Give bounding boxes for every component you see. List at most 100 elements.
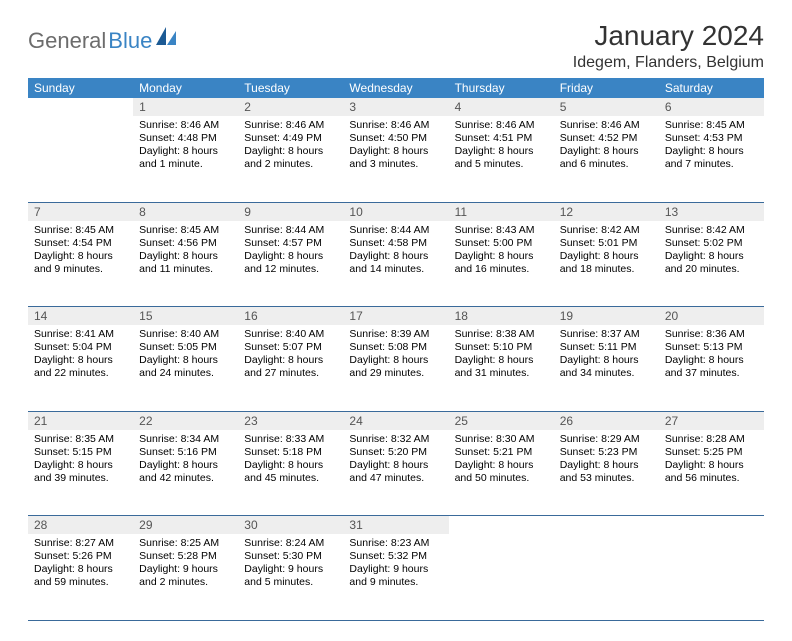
day-cell: Sunrise: 8:44 AMSunset: 4:58 PMDaylight:… xyxy=(343,221,448,307)
daylight-line: Daylight: 8 hours xyxy=(244,459,337,472)
day-cell-content: Sunrise: 8:40 AMSunset: 5:05 PMDaylight:… xyxy=(133,325,238,387)
calendar-page: General Blue January 2024 Idegem, Flande… xyxy=(0,0,792,641)
sunrise-line: Sunrise: 8:44 AM xyxy=(244,224,337,237)
day-cell-content: Sunrise: 8:36 AMSunset: 5:13 PMDaylight:… xyxy=(659,325,764,387)
day-number-cell: 18 xyxy=(449,307,554,326)
daylight-line: Daylight: 8 hours xyxy=(665,145,758,158)
sunset-line: Sunset: 5:07 PM xyxy=(244,341,337,354)
week-row: Sunrise: 8:45 AMSunset: 4:54 PMDaylight:… xyxy=(28,221,764,307)
day-cell: Sunrise: 8:40 AMSunset: 5:05 PMDaylight:… xyxy=(133,325,238,411)
sunrise-line: Sunrise: 8:33 AM xyxy=(244,433,337,446)
daynum-row: 28293031 xyxy=(28,516,764,535)
sunrise-line: Sunrise: 8:37 AM xyxy=(560,328,653,341)
day-number-cell: 29 xyxy=(133,516,238,535)
daylight-line: and 20 minutes. xyxy=(665,263,758,276)
day-number-cell: 31 xyxy=(343,516,448,535)
day-cell-content: Sunrise: 8:46 AMSunset: 4:49 PMDaylight:… xyxy=(238,116,343,178)
sunrise-line: Sunrise: 8:39 AM xyxy=(349,328,442,341)
day-cell: Sunrise: 8:41 AMSunset: 5:04 PMDaylight:… xyxy=(28,325,133,411)
sunrise-line: Sunrise: 8:29 AM xyxy=(560,433,653,446)
sunrise-line: Sunrise: 8:24 AM xyxy=(244,537,337,550)
sunrise-line: Sunrise: 8:45 AM xyxy=(34,224,127,237)
sunrise-line: Sunrise: 8:38 AM xyxy=(455,328,548,341)
day-number-cell: 9 xyxy=(238,202,343,221)
day-cell-content: Sunrise: 8:39 AMSunset: 5:08 PMDaylight:… xyxy=(343,325,448,387)
daylight-line: and 14 minutes. xyxy=(349,263,442,276)
sunrise-line: Sunrise: 8:44 AM xyxy=(349,224,442,237)
day-number-cell: 6 xyxy=(659,98,764,116)
day-cell-content: Sunrise: 8:44 AMSunset: 4:57 PMDaylight:… xyxy=(238,221,343,283)
daylight-line: and 50 minutes. xyxy=(455,472,548,485)
day-cell-content: Sunrise: 8:37 AMSunset: 5:11 PMDaylight:… xyxy=(554,325,659,387)
day-cell xyxy=(28,116,133,202)
sunrise-line: Sunrise: 8:27 AM xyxy=(34,537,127,550)
daylight-line: and 11 minutes. xyxy=(139,263,232,276)
day-cell: Sunrise: 8:37 AMSunset: 5:11 PMDaylight:… xyxy=(554,325,659,411)
week-row: Sunrise: 8:35 AMSunset: 5:15 PM Daylight:… xyxy=(28,430,764,516)
sunset-line: Sunset: 5:08 PM xyxy=(349,341,442,354)
day-number-cell: 13 xyxy=(659,202,764,221)
day-cell-content: Sunrise: 8:44 AMSunset: 4:58 PMDaylight:… xyxy=(343,221,448,283)
day-number-cell: 25 xyxy=(449,411,554,430)
day-cell xyxy=(554,534,659,620)
day-cell: Sunrise: 8:34 AMSunset: 5:16 PMDaylight:… xyxy=(133,430,238,516)
daylight-line: Daylight: 8 hours xyxy=(560,459,653,472)
daylight-line: Daylight: 8 hours xyxy=(560,250,653,263)
sunrise-line: Sunrise: 8:36 AM xyxy=(665,328,758,341)
daynum-row: 14151617181920 xyxy=(28,307,764,326)
daylight-line: and 31 minutes. xyxy=(455,367,548,380)
day-number-cell: 2 xyxy=(238,98,343,116)
day-cell: Sunrise: 8:46 AMSunset: 4:49 PMDaylight:… xyxy=(238,116,343,202)
day-cell: Sunrise: 8:42 AMSunset: 5:01 PMDaylight:… xyxy=(554,221,659,307)
daylight-line: Daylight: 8 hours xyxy=(455,354,548,367)
logo-sail-icon xyxy=(156,27,178,52)
day-number-cell: 22 xyxy=(133,411,238,430)
sunset-line: Sunset: 5:11 PM xyxy=(560,341,653,354)
day-cell: Sunrise: 8:46 AMSunset: 4:50 PMDaylight:… xyxy=(343,116,448,202)
sunrise-line: Sunrise: 8:46 AM xyxy=(244,119,337,132)
day-cell-content: Sunrise: 8:46 AMSunset: 4:51 PMDaylight:… xyxy=(449,116,554,178)
sunset-line: Sunset: 5:15 PM xyxy=(34,446,127,459)
day-number-cell: 14 xyxy=(28,307,133,326)
daylight-line: and 9 minutes. xyxy=(349,576,442,589)
daylight-line: and 53 minutes. xyxy=(560,472,653,485)
day-cell-content: Sunrise: 8:35 AMSunset: 5:15 PMDaylight:… xyxy=(28,430,133,492)
sunrise-line: Sunrise: 8:35 AM xyxy=(34,433,127,446)
sunrise-line: Sunrise: 8:32 AM xyxy=(349,433,442,446)
week-row: Sunrise: 8:27 AMSunset: 5:26 PMDaylight:… xyxy=(28,534,764,620)
sunset-line: Sunset: 5:30 PM xyxy=(244,550,337,563)
day-cell: Sunrise: 8:45 AMSunset: 4:54 PMDaylight:… xyxy=(28,221,133,307)
day-cell: Sunrise: 8:32 AMSunset: 5:20 PMDaylight:… xyxy=(343,430,448,516)
weekday-tuesday: Tuesday xyxy=(238,78,343,98)
day-number-cell: 1 xyxy=(133,98,238,116)
daylight-line: Daylight: 8 hours xyxy=(665,354,758,367)
daylight-line: Daylight: 9 hours xyxy=(244,563,337,576)
day-cell: Sunrise: 8:38 AMSunset: 5:10 PMDaylight:… xyxy=(449,325,554,411)
day-cell: Sunrise: 8:40 AMSunset: 5:07 PMDaylight:… xyxy=(238,325,343,411)
sunrise-line: Sunrise: 8:46 AM xyxy=(349,119,442,132)
day-cell: Sunrise: 8:36 AMSunset: 5:13 PMDaylight:… xyxy=(659,325,764,411)
day-cell: Sunrise: 8:39 AMSunset: 5:08 PMDaylight:… xyxy=(343,325,448,411)
weekday-wednesday: Wednesday xyxy=(343,78,448,98)
daylight-line: and 34 minutes. xyxy=(560,367,653,380)
day-number-cell: 4 xyxy=(449,98,554,116)
sunrise-line: Sunrise: 8:25 AM xyxy=(139,537,232,550)
week-row: Sunrise: 8:41 AMSunset: 5:04 PMDaylight:… xyxy=(28,325,764,411)
sunrise-line: Sunrise: 8:40 AM xyxy=(139,328,232,341)
day-cell: Sunrise: 8:35 AMSunset: 5:15 PMDaylight:… xyxy=(28,430,133,516)
sunrise-line: Sunrise: 8:43 AM xyxy=(455,224,548,237)
daylight-line: Daylight: 8 hours xyxy=(455,250,548,263)
sunset-line: Sunset: 4:57 PM xyxy=(244,237,337,250)
weekday-saturday: Saturday xyxy=(659,78,764,98)
daylight-line: Daylight: 8 hours xyxy=(139,145,232,158)
day-number-cell: 19 xyxy=(554,307,659,326)
day-number-cell: 20 xyxy=(659,307,764,326)
sunset-line: Sunset: 5:28 PM xyxy=(139,550,232,563)
sunrise-line: Sunrise: 8:34 AM xyxy=(139,433,232,446)
daylight-line: and 24 minutes. xyxy=(139,367,232,380)
day-cell: Sunrise: 8:30 AMSunset: 5:21 PMDaylight:… xyxy=(449,430,554,516)
day-number-cell: 3 xyxy=(343,98,448,116)
day-cell xyxy=(449,534,554,620)
daylight-line: Daylight: 8 hours xyxy=(244,250,337,263)
day-cell-content: Sunrise: 8:46 AMSunset: 4:50 PMDaylight:… xyxy=(343,116,448,178)
